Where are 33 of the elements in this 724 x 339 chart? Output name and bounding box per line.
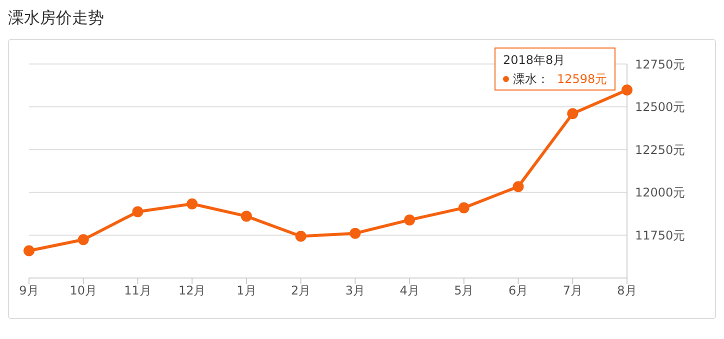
data-label: 12598元 bbox=[557, 72, 608, 86]
point bbox=[350, 228, 361, 239]
point bbox=[458, 202, 470, 214]
point bbox=[78, 234, 89, 246]
x-tick-label: 3月 bbox=[345, 284, 365, 298]
y-tick-label: 11750元 bbox=[635, 228, 686, 242]
x-tick-label: 1月 bbox=[236, 284, 256, 298]
x-tick-label: 7月 bbox=[562, 284, 582, 298]
point bbox=[24, 245, 34, 256]
point bbox=[622, 84, 632, 96]
annotation: 2018年8月 bbox=[503, 53, 566, 68]
point bbox=[186, 198, 198, 210]
x-tick-label: 10月 bbox=[70, 284, 98, 298]
y-tick-label: 12250元 bbox=[635, 142, 686, 157]
chart-title: 溧水房价走势 bbox=[8, 8, 105, 29]
x-tick-label: 6月 bbox=[508, 284, 528, 298]
y-tick-label: 12750元 bbox=[635, 57, 686, 72]
x-tick-label: 12月 bbox=[178, 284, 206, 298]
point bbox=[132, 206, 144, 218]
x-tick-label: 9月 bbox=[19, 284, 39, 298]
point bbox=[567, 108, 578, 120]
y-tick-label: 12500元 bbox=[635, 100, 686, 114]
x-tick-label: 5月 bbox=[454, 284, 474, 298]
y-tick-label: 12000元 bbox=[635, 186, 686, 200]
legend-label: 溧水： bbox=[513, 72, 549, 86]
point bbox=[512, 181, 524, 192]
point bbox=[240, 210, 252, 222]
x-tick-label: 4月 bbox=[400, 284, 420, 298]
x-tick-label: 11月 bbox=[124, 284, 152, 298]
point bbox=[404, 214, 416, 226]
x-tick-label: 8月 bbox=[617, 284, 637, 298]
point bbox=[295, 230, 306, 242]
x-tick-label: 2月 bbox=[291, 284, 311, 298]
